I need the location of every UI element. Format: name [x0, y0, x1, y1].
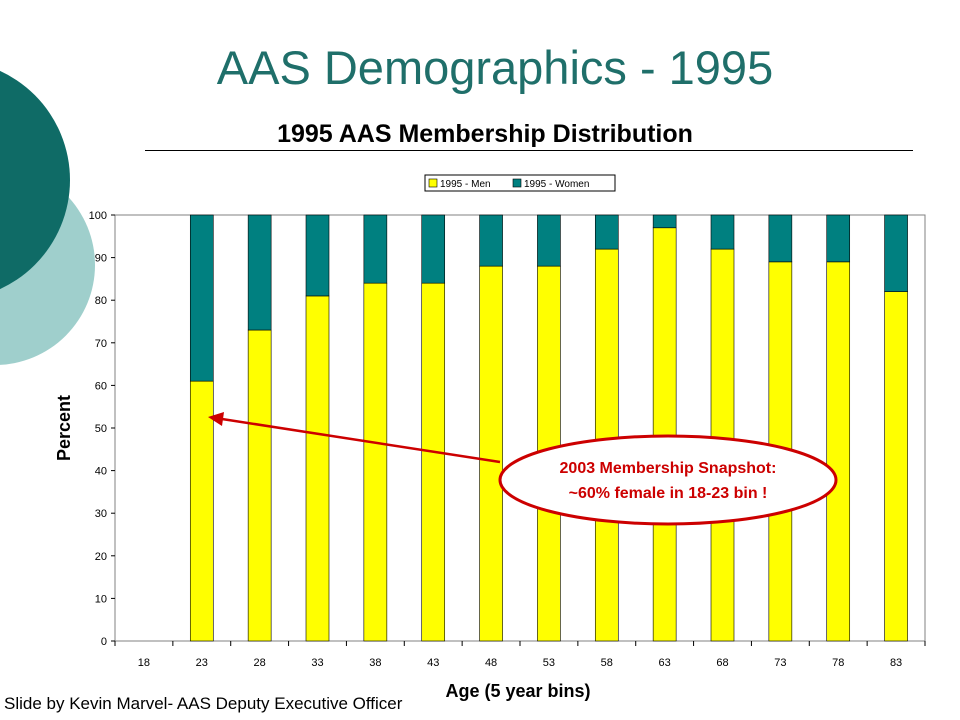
bar-women: [537, 214, 561, 267]
legend-swatch-men: [428, 178, 438, 188]
x-tick-label: 33: [311, 657, 323, 669]
bar-women: [189, 214, 214, 382]
bar-men: [479, 265, 503, 642]
bar-men: [363, 282, 388, 642]
bar-women: [479, 214, 503, 267]
y-tick-label: 60: [95, 380, 107, 392]
x-tick-label: 68: [716, 657, 728, 669]
bar-women: [884, 214, 908, 292]
bar-men: [305, 295, 330, 642]
x-tick-label: 38: [369, 657, 381, 669]
bar-men: [247, 329, 272, 642]
legend-swatch-women: [512, 178, 522, 188]
bar-women: [247, 214, 272, 331]
callout-text: 2003 Membership Snapshot: ~60% female in…: [500, 456, 836, 506]
x-axis-label: Age (5 year bins): [445, 681, 590, 701]
slide-title: AAS Demographics - 1995: [216, 41, 774, 94]
callout-line-2: ~60% female in 18-23 bin !: [568, 485, 768, 502]
legend-label-men: 1995 - Men: [440, 179, 491, 190]
y-tick-label: 10: [95, 593, 107, 605]
callout-arrow-line: [221, 417, 501, 464]
y-tick-label: 40: [95, 466, 107, 478]
legend-label-women: 1995 - Women: [524, 179, 589, 190]
x-tick-label: 63: [659, 657, 671, 669]
bar-men: [421, 282, 446, 642]
y-tick-label: 100: [89, 210, 107, 222]
x-tick-label: 53: [543, 657, 555, 669]
y-axis-label: Percent: [54, 395, 74, 461]
y-tick-label: 30: [95, 508, 107, 520]
slide-credit: Slide by Kevin Marvel- AAS Deputy Execut…: [4, 694, 403, 713]
callout-ellipse: [498, 434, 838, 526]
plot-area: [114, 214, 926, 642]
x-tick-label: 28: [254, 657, 266, 669]
bar-women: [594, 214, 619, 250]
y-tick-label: 20: [95, 551, 107, 563]
bar-men: [826, 261, 851, 642]
x-tick-label: 83: [890, 657, 902, 669]
callout-arrowhead: [208, 412, 224, 426]
bar-men: [189, 380, 214, 642]
y-tick-label: 90: [95, 253, 107, 265]
bar-women: [421, 214, 446, 284]
bar-women: [305, 214, 330, 297]
x-tick-label: 23: [196, 657, 208, 669]
y-tick-label: 80: [95, 295, 107, 307]
bar-men: [884, 291, 908, 642]
callout-line-1: 2003 Membership Snapshot:: [559, 460, 777, 477]
y-tick-label: 0: [101, 636, 107, 648]
y-tick-label: 50: [95, 423, 107, 435]
bar-women: [363, 214, 388, 284]
x-tick-label: 78: [832, 657, 844, 669]
x-tick-label: 48: [485, 657, 497, 669]
y-tick-label: 70: [95, 338, 107, 350]
bar-women: [768, 214, 793, 263]
bar-men: [652, 227, 677, 642]
bar-women: [826, 214, 851, 263]
chart-title-rule: [145, 150, 913, 151]
bar-women: [652, 214, 677, 229]
x-tick-label: 18: [138, 657, 150, 669]
bar-women: [710, 214, 735, 250]
chart-title: 1995 AAS Membership Distribution: [277, 120, 693, 148]
x-tick-label: 58: [601, 657, 613, 669]
x-tick-label: 43: [427, 657, 439, 669]
x-tick-label: 73: [774, 657, 786, 669]
